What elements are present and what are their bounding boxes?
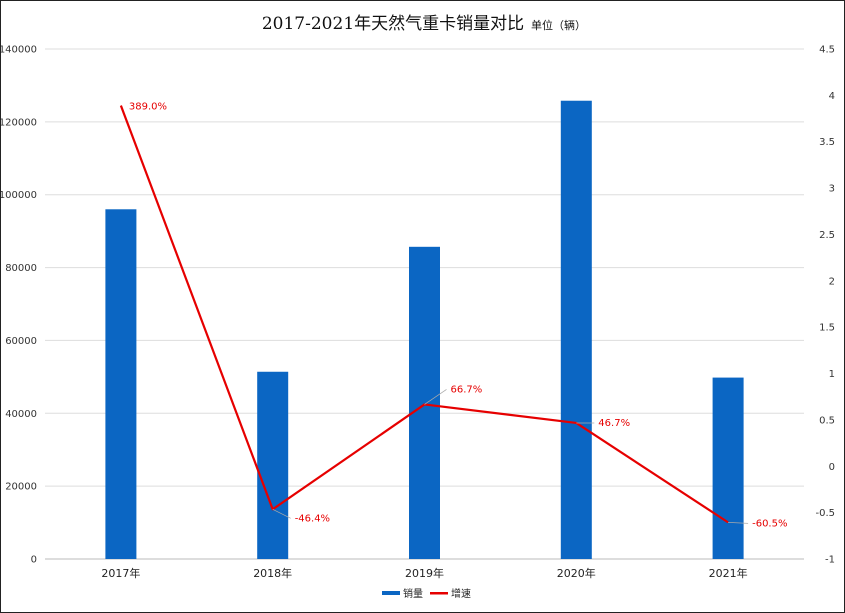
- bar-3: [409, 246, 440, 560]
- right-tick-label: 1: [829, 369, 835, 380]
- right-tick-label: 0.5: [819, 415, 835, 426]
- data-label: -46.4%: [295, 513, 330, 524]
- right-tick-label: -1: [825, 555, 835, 566]
- right-tick-label: 0: [829, 462, 835, 473]
- right-tick-label: -0.5: [815, 508, 835, 519]
- data-label: 66.7%: [451, 384, 483, 395]
- chart-title: 2017-2021年天然气重卡销量对比: [262, 14, 524, 34]
- data-label-leader: [272, 508, 291, 519]
- legend-swatch-bar: [382, 591, 400, 595]
- right-tick-label: 2: [829, 276, 835, 287]
- bar-series: [105, 100, 744, 560]
- right-tick-label: 4: [829, 91, 835, 102]
- left-tick-label: 120000: [1, 117, 37, 128]
- data-label: 389.0%: [129, 102, 167, 113]
- bar-5: [712, 377, 744, 559]
- x-axis-ticks: 2017年 2018年 2019年 2020年 2021年: [101, 566, 747, 580]
- left-tick-label: 80000: [5, 263, 37, 274]
- bar-2: [257, 371, 289, 559]
- line-series: 389.0% -46.4% 66.7% 46.7% -60.5%: [119, 102, 787, 529]
- x-tick-label: 2020年: [557, 566, 596, 580]
- x-tick-label: 2021年: [709, 566, 748, 580]
- left-tick-label: 20000: [5, 482, 37, 493]
- legend-label: 增速: [451, 587, 471, 600]
- right-tick-label: 2.5: [819, 230, 835, 241]
- left-axis-ticks: 0 20000 40000 60000 80000 100000 120000 140000: [1, 45, 37, 566]
- left-tick-label: 60000: [5, 336, 37, 347]
- bar-1: [105, 209, 137, 560]
- data-label: 46.7%: [598, 418, 630, 429]
- data-label-leader: [424, 389, 447, 405]
- x-tick-label: 2018年: [253, 566, 292, 580]
- left-tick-label: 40000: [5, 409, 37, 420]
- left-tick-label: 100000: [1, 190, 37, 201]
- legend-swatch-line: [430, 592, 448, 595]
- data-label: -60.5%: [752, 518, 787, 529]
- right-axis-ticks: -1 -0.5 0 0.5 1 1.5 2 2.5 3 3.5 4 4.5: [815, 45, 835, 566]
- left-tick-label: 140000: [1, 45, 37, 56]
- x-tick-label: 2019年: [405, 566, 444, 580]
- right-tick-label: 3: [829, 184, 835, 195]
- right-tick-label: 3.5: [819, 137, 835, 148]
- legend: 销量 增速: [382, 587, 471, 600]
- legend-label: 销量: [403, 587, 423, 600]
- x-tick-label: 2017年: [101, 566, 140, 580]
- chart-unit: 单位（辆）: [531, 18, 586, 32]
- right-tick-label: 1.5: [819, 323, 835, 334]
- bar-4: [560, 100, 592, 559]
- left-tick-label: 0: [31, 555, 37, 566]
- data-label-leader: [728, 521, 749, 524]
- right-tick-label: 4.5: [819, 45, 835, 56]
